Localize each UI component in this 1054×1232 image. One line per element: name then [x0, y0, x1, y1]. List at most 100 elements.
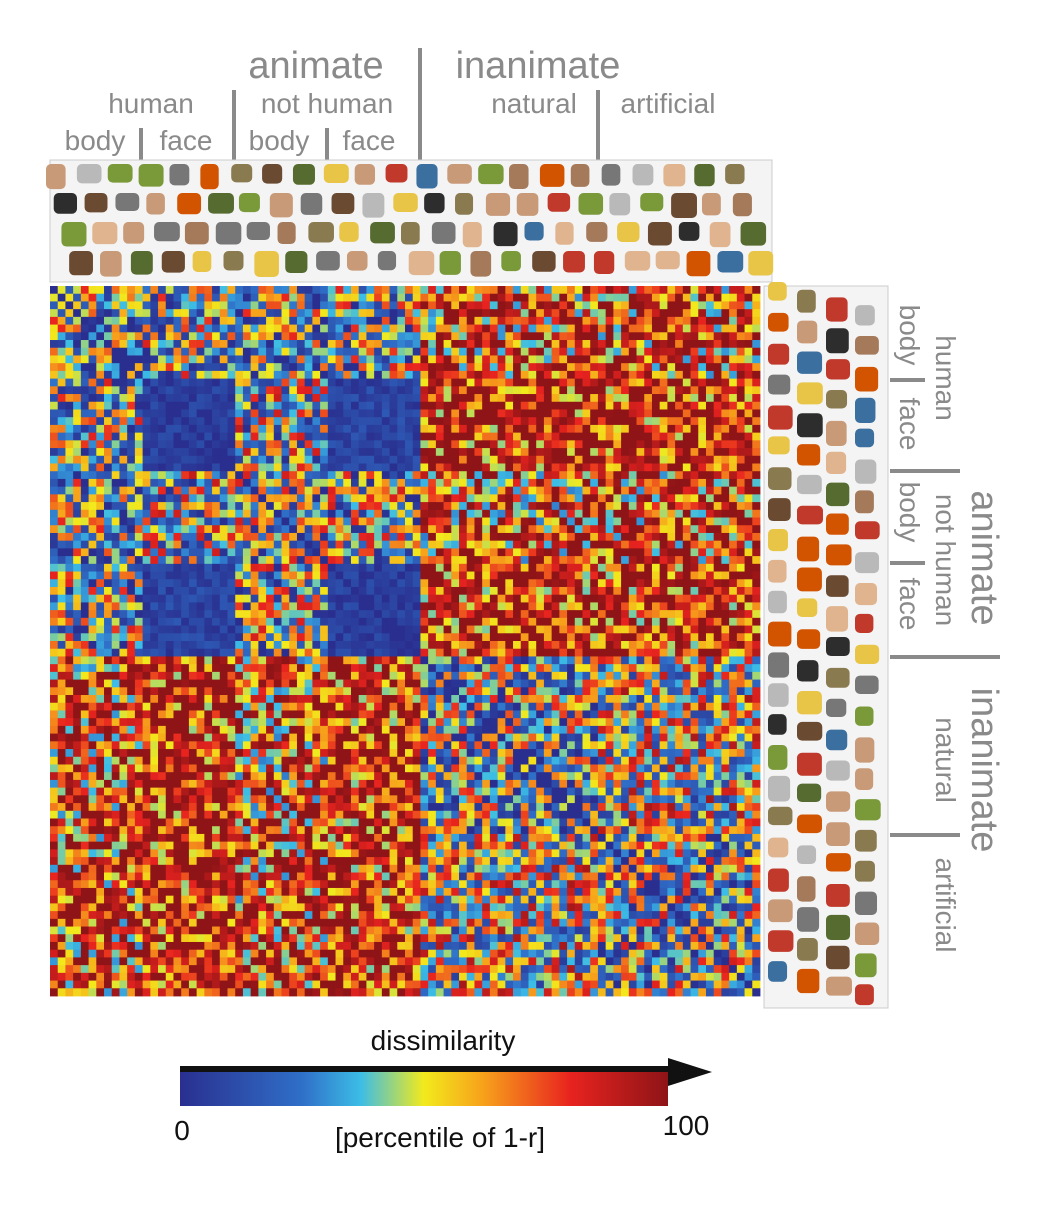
heatmap-cell — [543, 440, 553, 449]
heatmap-cell — [713, 417, 722, 426]
heatmap-cell — [713, 563, 722, 572]
heatmap-cell — [235, 440, 244, 449]
heatmap-cell — [752, 641, 761, 650]
heatmap-cell — [358, 301, 367, 310]
heatmap-cell — [165, 517, 174, 526]
right-category-labels: animate inanimate human not human natura… — [890, 305, 1005, 952]
heatmap-cell — [513, 424, 522, 434]
heatmap-cell — [88, 448, 97, 457]
heatmap-cell — [204, 286, 213, 295]
heatmap-cell — [80, 525, 89, 534]
heatmap-cell — [358, 532, 367, 542]
heatmap-cell — [219, 471, 228, 480]
heatmap-cell — [350, 409, 360, 418]
heatmap-cell — [389, 548, 398, 557]
heatmap-cell — [551, 502, 560, 511]
heatmap-cell — [111, 494, 120, 503]
image-thumbnail — [797, 814, 822, 834]
heatmap-cell — [158, 671, 167, 680]
heatmap-cell — [320, 478, 329, 488]
heatmap-cell — [165, 641, 174, 650]
heatmap-cell — [266, 648, 275, 657]
heatmap-cell — [80, 386, 89, 395]
heatmap-cell — [536, 532, 545, 542]
heatmap-cell — [705, 502, 715, 511]
heatmap-cell — [420, 540, 429, 549]
heatmap-cell — [80, 332, 89, 341]
heatmap-cell — [474, 571, 483, 580]
heatmap-cell — [574, 471, 583, 480]
heatmap-cell — [320, 301, 329, 310]
heatmap-cell — [212, 625, 221, 634]
heatmap-cell — [119, 563, 128, 572]
heatmap-cell — [173, 548, 182, 557]
heatmap-cell — [443, 532, 452, 542]
heatmap-cell — [96, 571, 105, 580]
heatmap-cell — [435, 440, 444, 449]
heatmap-cell — [158, 409, 167, 418]
heatmap-cell — [304, 309, 313, 318]
heatmap-cell — [304, 525, 313, 534]
heatmap-cell — [358, 378, 367, 387]
heatmap-cell — [73, 394, 82, 403]
heatmap-cell — [96, 548, 105, 557]
heatmap-cell — [590, 671, 599, 680]
heatmap-cell — [258, 309, 267, 318]
heatmap-cell — [266, 594, 275, 603]
heatmap-cell — [235, 525, 244, 534]
heatmap-cell — [273, 370, 282, 380]
heatmap-cell — [296, 633, 306, 642]
heatmap-cell — [690, 355, 699, 364]
heatmap-cell — [559, 625, 568, 634]
heatmap-cell — [435, 610, 444, 619]
heatmap-cell — [752, 340, 761, 349]
heatmap-cell — [412, 471, 421, 480]
heatmap-cell — [119, 525, 128, 534]
heatmap-cell — [520, 301, 529, 310]
heatmap-cell — [366, 355, 375, 364]
heatmap-cell — [350, 594, 360, 603]
heatmap-cell — [235, 471, 244, 480]
heatmap-cell — [73, 309, 82, 318]
heatmap-cell — [451, 463, 460, 472]
heatmap-cell — [104, 648, 113, 657]
heatmap-cell — [497, 648, 506, 657]
heatmap-cell — [744, 679, 753, 688]
heatmap-cell — [196, 293, 205, 302]
heatmap-cell — [574, 594, 583, 603]
heatmap-cell — [119, 586, 128, 596]
heatmap-cell — [242, 316, 252, 325]
heatmap-cell — [57, 448, 66, 457]
heatmap-cell — [459, 563, 468, 572]
heatmap-cell — [605, 386, 614, 395]
heatmap-cell — [57, 556, 66, 565]
image-thumbnail — [826, 822, 850, 846]
heatmap-cell — [698, 340, 707, 349]
heatmap-cell — [644, 571, 653, 580]
heatmap-cell — [111, 355, 120, 364]
heatmap-cell — [219, 502, 228, 511]
heatmap-cell — [559, 286, 568, 295]
heatmap-cell — [335, 409, 344, 418]
heatmap-cell — [528, 363, 537, 372]
heatmap-cell — [304, 471, 313, 480]
heatmap-cell — [621, 502, 630, 511]
heatmap-cell — [574, 579, 583, 588]
heatmap-cell — [96, 417, 105, 426]
heatmap-cell — [505, 370, 514, 380]
heatmap-cell — [551, 401, 560, 410]
heatmap-cell — [628, 432, 637, 441]
heatmap-cell — [111, 579, 120, 588]
image-thumbnail — [826, 575, 849, 597]
heatmap-cell — [57, 347, 66, 356]
heatmap-cell — [582, 656, 591, 665]
heatmap-cell — [57, 486, 66, 495]
heatmap-cell — [435, 409, 444, 418]
heatmap-cell — [196, 664, 205, 673]
heatmap-cell — [127, 355, 136, 364]
heatmap-cell — [65, 617, 74, 626]
heatmap-cell — [412, 440, 421, 449]
heatmap-cell — [744, 602, 753, 611]
heatmap-cell — [173, 286, 182, 295]
heatmap-cell — [559, 602, 568, 611]
